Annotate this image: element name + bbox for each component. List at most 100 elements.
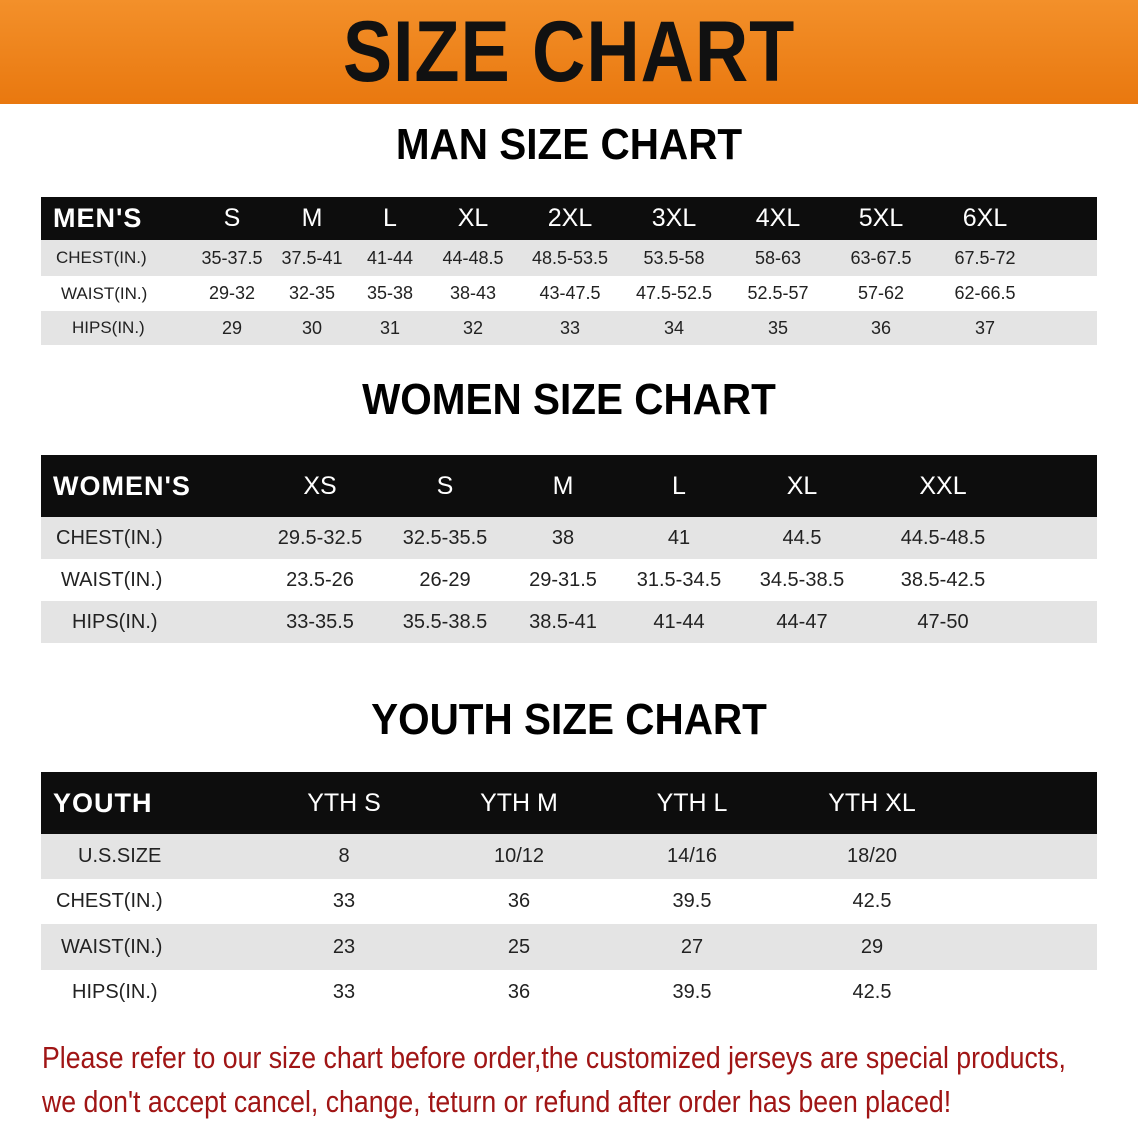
women-row-label: CHEST(IN.)	[56, 526, 163, 549]
men-table-row: HIPS(IN.) 29 30 31 32 33 34 35 36 37	[41, 311, 1097, 345]
women-size-column-header: XL	[786, 471, 818, 500]
women-table-cell: 29.5-32.5	[277, 526, 363, 549]
youth-row-label: HIPS(IN.)	[72, 981, 158, 1003]
men-table-cell: 35-38	[366, 283, 414, 303]
men-section-title: MAN SIZE CHART	[395, 120, 743, 169]
youth-table-cell: 10/12	[493, 845, 545, 867]
women-table-cell: 34.5-38.5	[759, 568, 845, 591]
women-size-column-header: M	[552, 471, 574, 500]
women-table-cell: 44-47	[776, 610, 828, 633]
women-table-cell: 32.5-35.5	[402, 526, 488, 549]
women-table-cell: 26-29	[419, 568, 471, 591]
women-section-title: WOMEN SIZE CHART	[362, 375, 776, 424]
men-table-cell: 41-44	[366, 247, 414, 268]
youth-table-cell: 25	[507, 935, 531, 958]
youth-table-cell: 33	[332, 981, 356, 1003]
men-size-column-header: 5XL	[858, 204, 904, 232]
women-table-cell: 44.5-48.5	[900, 526, 986, 549]
youth-table-cell: 29	[860, 935, 884, 958]
men-size-column-header: S	[223, 204, 241, 232]
men-table-row: CHEST(IN.) 35-37.5 37.5-41 41-44 44-48.5 48.5…	[41, 240, 1097, 276]
men-size-table: MEN'S S M L XL 2XL 3XL 4XL 5XL 6XL CHEST(IN.) 35-37…	[41, 197, 1097, 345]
men-table-cell: 36	[870, 317, 892, 338]
men-table-cell: 63-67.5	[850, 247, 912, 268]
women-row-label: WAIST(IN.)	[61, 568, 163, 591]
youth-size-table: YOUTH YTH S YTH M YTH L YTH XL U.S.SIZE 8 10/12…	[41, 772, 1097, 1015]
women-size-table: WOMEN'S XS S M L XL XXL CHEST(IN.) 29.5-32.5 32.5…	[41, 455, 1097, 643]
women-table-cell: 41	[667, 526, 691, 549]
men-table-cell: 29	[221, 317, 243, 338]
youth-header-row: YOUTH YTH S YTH M YTH L YTH XL	[41, 772, 1097, 834]
men-row-label: WAIST(IN.)	[61, 283, 148, 303]
men-table-cell: 58-63	[754, 247, 802, 268]
men-table-cell: 29-32	[208, 283, 256, 303]
men-table-cell: 38-43	[449, 283, 497, 303]
notice-line-1: Please refer to our size chart before or…	[42, 1040, 1066, 1075]
youth-size-column-header: YTH S	[307, 788, 381, 817]
youth-header-label: YOUTH	[53, 787, 153, 818]
men-size-column-header: 4XL	[755, 204, 801, 232]
women-table-cell: 35.5-38.5	[402, 610, 488, 633]
youth-table-cell: 42.5	[852, 981, 892, 1003]
women-table-cell: 47-50	[917, 610, 969, 633]
men-table-cell: 37	[974, 317, 996, 338]
youth-table-cell: 36	[507, 981, 531, 1003]
men-table-cell: 35-37.5	[201, 247, 263, 268]
women-size-column-header: XXL	[919, 471, 967, 500]
women-table-row: HIPS(IN.) 33-35.5 35.5-38.5 38.5-41 41-44 44-…	[41, 601, 1097, 643]
youth-table-cell: 8	[338, 845, 350, 867]
women-table-cell: 41-44	[653, 610, 705, 633]
men-table-cell: 57-62	[857, 283, 905, 303]
notice-line-2: we don't accept cancel, change, teturn o…	[42, 1084, 952, 1119]
women-table-row: WAIST(IN.) 23.5-26 26-29 29-31.5 31.5-34.5 34…	[41, 559, 1097, 601]
men-header-row: MEN'S S M L XL 2XL 3XL 4XL 5XL 6XL	[41, 197, 1097, 240]
youth-size-column-header: YTH XL	[828, 788, 916, 817]
women-table-cell: 38	[551, 526, 575, 549]
men-table-cell: 35	[767, 317, 789, 338]
men-size-column-header: M	[301, 204, 323, 232]
youth-table-cell: 36	[507, 890, 531, 912]
size-chart-banner: SIZE CHART	[0, 0, 1138, 104]
women-size-column-header: S	[436, 471, 454, 500]
women-header-label: WOMEN'S	[53, 470, 191, 501]
men-table-cell: 43-47.5	[539, 283, 601, 303]
women-size-column-header: L	[672, 471, 686, 500]
youth-table-row: U.S.SIZE 8 10/12 14/16 18/20	[41, 834, 1097, 879]
youth-row-label: U.S.SIZE	[78, 845, 162, 867]
youth-table-row: WAIST(IN.) 23 25 27 29	[41, 924, 1097, 970]
men-table-cell: 31	[379, 317, 401, 338]
youth-table-row: HIPS(IN.) 33 36 39.5 42.5	[41, 970, 1097, 1015]
youth-table-row: CHEST(IN.) 33 36 39.5 42.5	[41, 879, 1097, 924]
banner-title: SIZE CHART	[342, 4, 796, 100]
men-table-cell: 44-48.5	[442, 247, 504, 268]
women-table-cell: 44.5	[782, 526, 822, 549]
women-table-row: CHEST(IN.) 29.5-32.5 32.5-35.5 38 41 44.5 44.5…	[41, 517, 1097, 559]
men-table-cell: 34	[663, 317, 685, 338]
women-table-cell: 38.5-41	[529, 610, 597, 633]
men-row-label: HIPS(IN.)	[72, 318, 145, 337]
men-size-column-header: 2XL	[547, 204, 593, 232]
men-size-column-header: 3XL	[651, 204, 697, 232]
men-table-row: WAIST(IN.) 29-32 32-35 35-38 38-43 43-47.5 47.…	[41, 276, 1097, 311]
men-table-cell: 48.5-53.5	[531, 247, 609, 268]
youth-section-title: YOUTH SIZE CHART	[371, 695, 767, 744]
men-size-column-header: L	[383, 204, 397, 232]
men-size-column-header: 6XL	[962, 204, 1008, 232]
women-header-row: WOMEN'S XS S M L XL XXL	[41, 455, 1097, 517]
men-table-cell: 53.5-58	[643, 247, 705, 268]
men-table-cell: 33	[559, 317, 581, 338]
youth-table-cell: 14/16	[666, 845, 718, 867]
youth-table-cell: 33	[332, 890, 356, 912]
youth-table-cell: 39.5	[672, 890, 712, 912]
men-table-cell: 32	[462, 317, 484, 338]
youth-table-cell: 39.5	[672, 981, 712, 1003]
men-header-label: MEN'S	[53, 203, 143, 233]
women-size-column-header: XS	[303, 471, 337, 500]
men-table-cell: 67.5-72	[954, 247, 1016, 268]
men-table-cell: 52.5-57	[747, 283, 809, 303]
youth-table-cell: 23	[332, 935, 356, 958]
men-table-cell: 62-66.5	[954, 283, 1016, 303]
men-size-column-header: XL	[457, 204, 489, 232]
youth-size-column-header: YTH M	[480, 788, 558, 817]
women-row-label: HIPS(IN.)	[72, 610, 158, 633]
